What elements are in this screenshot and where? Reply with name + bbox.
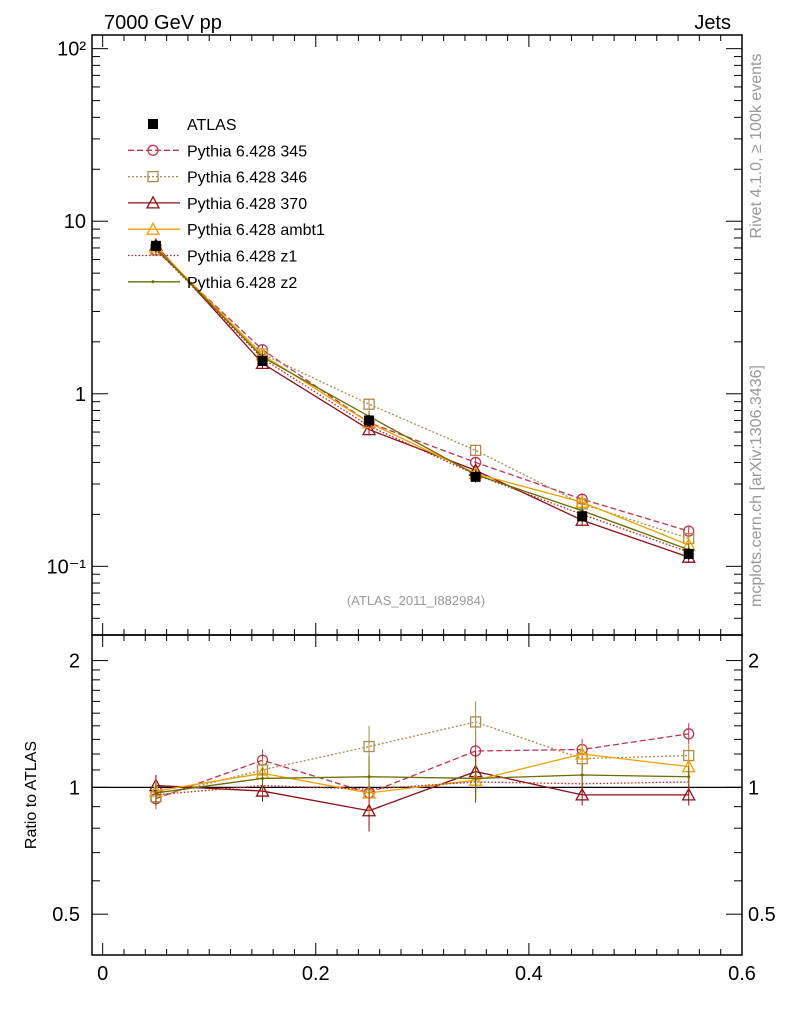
main-data-point: [361, 422, 377, 436]
ratio-series-line: [155, 753, 689, 794]
legend-marker: [145, 221, 161, 235]
ratio-y-tick-label-right: 2: [748, 651, 759, 673]
ratio-data-point: [683, 728, 695, 740]
ratio-series-group: [148, 701, 696, 832]
main-series-line: [155, 247, 689, 551]
main-y-tick-label: 10⁻¹: [47, 556, 87, 578]
main-data-point: [364, 415, 375, 426]
legend-label: Pythia 6.428 370: [187, 196, 307, 213]
ratio-series-line: [155, 721, 689, 798]
legend-label: Pythia 6.428 z1: [187, 249, 297, 266]
legend-label: Pythia 6.428 346: [187, 170, 307, 187]
ratio-y-tick-label: 0.5: [52, 904, 80, 926]
ratio-series-line: [155, 770, 689, 812]
ratio-data-point: [361, 803, 377, 817]
ratio-series-line: [155, 733, 689, 800]
analysis-id-label: (ATLAS_2011_I882984): [347, 593, 485, 608]
ratio-data-point: [469, 716, 482, 728]
x-tick-label: 0.6: [728, 963, 756, 985]
main-y-tick-label: 1: [75, 384, 86, 406]
ratio-data-point: [575, 787, 590, 801]
mcplots-reference-label: mcplots.cern.ch [arXiv:1306.3436]: [748, 365, 765, 607]
main-series-group: [148, 237, 696, 563]
ratio-series-line: [155, 781, 689, 796]
rivet-version-label: Rivet 4.1.0, ≥ 100k events: [748, 54, 765, 239]
main-data-point: [257, 355, 268, 366]
ratio-axis-ticks: 0 0.2 0.4 0.6 0.5 0.5 1 1 2 2: [52, 635, 776, 985]
ratio-data-point: [367, 775, 371, 779]
process-title: Jets: [694, 12, 731, 34]
ratio-data-point: [687, 775, 691, 779]
legend-label: ATLAS: [187, 117, 237, 134]
main-data-point: [470, 471, 481, 482]
main-data-point: [577, 511, 588, 522]
main-axis-ticks: 10⁻¹ 1 10 10²: [47, 35, 743, 636]
ratio-y-tick-label-right: 0.5: [748, 904, 776, 926]
ratio-y-axis-label: Ratio to ATLAS: [23, 741, 40, 849]
ratio-y-tick-label: 2: [69, 651, 80, 673]
main-series-line: [155, 246, 689, 546]
ratio-data-point: [363, 740, 375, 753]
main-data-point: [469, 444, 482, 457]
x-tick-label: 0.2: [302, 963, 330, 985]
legend: ATLAS Pythia 6.428 345 Pythia 6.428 346 Pyt…: [128, 117, 325, 292]
energy-title: 7000 GeV pp: [104, 12, 222, 34]
ratio-data-point: [260, 776, 264, 780]
ratio-data-point: [154, 791, 158, 795]
main-data-point: [150, 240, 161, 251]
x-tick-label: 0.4: [515, 963, 543, 985]
legend-marker: [145, 195, 161, 209]
main-y-tick-label: 10: [64, 211, 86, 233]
ratio-data-point: [580, 773, 584, 777]
legend-label: Pythia 6.428 z2: [187, 275, 297, 292]
legend-marker: [151, 280, 155, 284]
ratio-data-point: [681, 787, 696, 801]
x-tick-label: 0: [97, 963, 108, 985]
main-series-line: [155, 244, 689, 558]
ratio-y-tick-label-right: 1: [748, 777, 759, 799]
legend-marker: [147, 170, 159, 183]
main-data-point: [363, 398, 375, 410]
main-series-line: [155, 248, 689, 553]
legend-label: Pythia 6.428 345: [187, 143, 307, 160]
ratio-data-point: [575, 746, 590, 760]
legend-marker: [148, 119, 158, 129]
main-y-tick-label: 10²: [57, 39, 86, 61]
main-series-line: [155, 249, 689, 532]
legend-marker: [147, 144, 159, 156]
main-series-line: [155, 249, 689, 540]
main-data-point: [683, 548, 694, 559]
ratio-series-line: [155, 774, 689, 794]
ratio-data-point: [474, 776, 478, 780]
ratio-plot-frame: [91, 634, 743, 956]
legend-label: Pythia 6.428 ambt1: [187, 222, 325, 239]
ratio-y-tick-label: 1: [69, 777, 80, 799]
